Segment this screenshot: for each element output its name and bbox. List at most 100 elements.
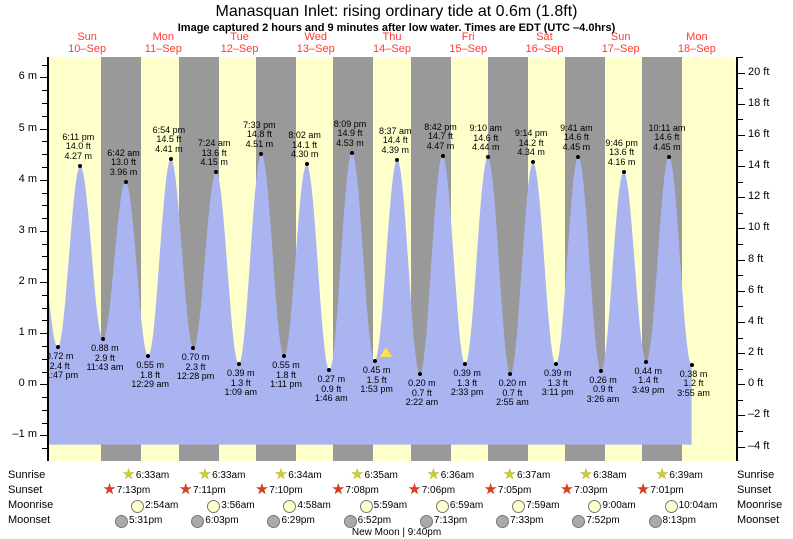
low-tide-label-1-line: 0.88 m xyxy=(91,343,119,354)
moonrise-circle-icon xyxy=(131,500,144,513)
high-tide-label-0-line: 3.75 m xyxy=(49,179,67,189)
low-tide-dot xyxy=(372,359,377,364)
astro-row-label-sunrise-right: Sunrise xyxy=(737,469,775,481)
low-tide-label-4-line: 0.39 m xyxy=(226,368,255,379)
right-tick-minor xyxy=(738,400,743,401)
right-tick-major xyxy=(738,415,745,416)
left-tick-label-3: 3 m xyxy=(18,223,37,236)
high-tide-label-1-line: 6:11 pm xyxy=(62,131,95,142)
low-tide-dot xyxy=(644,359,649,364)
low-tide-label-0-line: 0.72 m xyxy=(49,351,74,362)
high-tide-label-12-line: 9:41 am xyxy=(560,122,593,133)
day-date: 17–Sep xyxy=(601,43,640,55)
right-tick-minor xyxy=(738,119,743,120)
high-tide-dot xyxy=(259,151,264,156)
left-tick-label-5: 1 m xyxy=(18,326,37,339)
right-tick-minor xyxy=(738,431,743,432)
low-tide-label-3-line: 2.3 ft xyxy=(185,361,206,372)
right-tick-major xyxy=(738,228,745,229)
low-tide-label-3: 0.70 m 2.3 ft 12:28 pm xyxy=(161,353,229,382)
sunset-star-icon: ★ xyxy=(636,481,650,498)
moonset-circle-icon xyxy=(419,515,433,528)
low-tide-label-11-line: 0.39 m xyxy=(543,368,572,379)
moonset-time: 7:33pm xyxy=(510,515,544,526)
right-tick-label-3: 14 ft xyxy=(748,159,770,172)
moonrise-circle-icon xyxy=(283,500,297,513)
left-tick-major xyxy=(40,282,47,283)
sunset-star-icon: ★ xyxy=(331,481,345,498)
sunset-time: 7:03pm xyxy=(574,485,608,496)
day-date: 11–Sep xyxy=(144,43,182,55)
low-tide-dot xyxy=(327,368,332,373)
left-tick-major xyxy=(40,231,47,232)
high-tide-dot xyxy=(485,155,490,160)
moonrise-time: 2:54am xyxy=(145,500,179,511)
left-tick-minor xyxy=(42,218,47,219)
left-tick-minor xyxy=(42,167,47,168)
moonrise-time: 9:00am xyxy=(602,500,636,511)
astro-row-label-moonrise-right: Moonrise xyxy=(737,499,783,511)
moonset-time: 7:52pm xyxy=(586,515,620,526)
low-tide-label-4-line: 1:09 am xyxy=(224,387,258,398)
high-tide-label-5-line: 4.51 m xyxy=(245,138,274,149)
moonset-circle-icon xyxy=(496,515,510,528)
high-tide-label-6-line: 14.1 ft xyxy=(292,139,318,150)
sunset-time: 7:05pm xyxy=(497,485,532,496)
high-tide-label-8: 8:37 am 14.4 ft 4.39 m xyxy=(361,126,429,156)
low-tide-label-4-line: 1.3 ft xyxy=(230,377,251,388)
high-tide-label-9-line: 14.7 ft xyxy=(428,131,454,142)
low-tide-label-11: 0.39 m 1.3 ft 3:11 pm xyxy=(524,369,592,398)
right-tick-major xyxy=(738,353,745,354)
low-tide-label-14-line: 0.38 m xyxy=(679,368,708,379)
low-tide-label-7-line: 0.45 m xyxy=(362,365,391,376)
right-tick-major xyxy=(738,384,745,385)
high-tide-label-1-line: 4.27 m xyxy=(64,150,93,161)
moonset-time: 5:31pm xyxy=(129,515,163,526)
day-date: 18–Sep xyxy=(677,43,716,55)
day-of-week: Sat xyxy=(536,31,553,43)
low-tide-dot xyxy=(463,362,468,367)
high-tide-label-4-line: 4.15 m xyxy=(200,157,228,168)
sunrise-star-icon: ★ xyxy=(426,466,441,483)
low-tide-dot xyxy=(55,345,60,350)
sunrise-time: 6:36am xyxy=(440,470,475,481)
low-tide-label-7: 0.45 m 1.5 ft 1:53 pm xyxy=(343,366,411,395)
day-of-week: Tue xyxy=(230,31,249,43)
low-tide-label-6-line: 1:46 am xyxy=(315,393,348,404)
low-tide-dot xyxy=(508,372,513,377)
low-tide-dot xyxy=(236,362,241,367)
right-tick-label-0: 20 ft xyxy=(748,65,770,78)
high-tide-dot xyxy=(168,156,173,161)
right-tick-minor xyxy=(738,244,743,245)
low-tide-label-13-line: 0.44 m xyxy=(634,365,663,376)
low-tide-dot xyxy=(417,372,422,377)
low-tide-label-10: 0.20 m 0.7 ft 2:55 am xyxy=(478,379,546,408)
tide-area xyxy=(49,152,692,445)
high-tide-label-13-line: 4.16 m xyxy=(607,156,636,167)
low-tide-label-1: 0.88 m 2.9 ft 11:43 am xyxy=(71,344,139,373)
high-tide-dot xyxy=(440,153,445,158)
sunrise-time: 6:34am xyxy=(288,470,322,481)
high-tide-label-13-line: 13.6 ft xyxy=(609,147,635,158)
left-tick-label-7: –1 m xyxy=(12,428,37,441)
left-tick-minor xyxy=(42,359,47,360)
capture-subtitle: Image captured 2 hours and 9 minutes aft… xyxy=(177,22,616,34)
left-tick-minor xyxy=(42,65,47,66)
sunrise-star-icon: ★ xyxy=(198,466,212,483)
sunrise-time: 6:37am xyxy=(516,470,551,481)
day-header-2: Tue 12–Sep xyxy=(201,31,277,55)
low-tide-dot xyxy=(599,368,603,373)
low-tide-dot xyxy=(689,362,694,367)
high-tide-label-7: 8:09 pm 14.9 ft 4.53 m xyxy=(316,119,384,149)
high-tide-label-10-line: 14.6 ft xyxy=(473,132,499,143)
right-tick-minor xyxy=(738,369,743,370)
high-tide-label-2: 6:42 am 13.0 ft 3.96 m xyxy=(90,148,158,178)
low-tide-label-11-line: 3:11 pm xyxy=(541,387,574,398)
left-tick-major xyxy=(40,435,47,436)
low-tide-label-13: 0.44 m 1.4 ft 3:49 pm xyxy=(614,365,682,396)
sunrise-star-icon: ★ xyxy=(350,466,364,483)
moonrise-time: 3:56am xyxy=(221,500,255,511)
left-tick-label-1: 5 m xyxy=(18,121,37,134)
